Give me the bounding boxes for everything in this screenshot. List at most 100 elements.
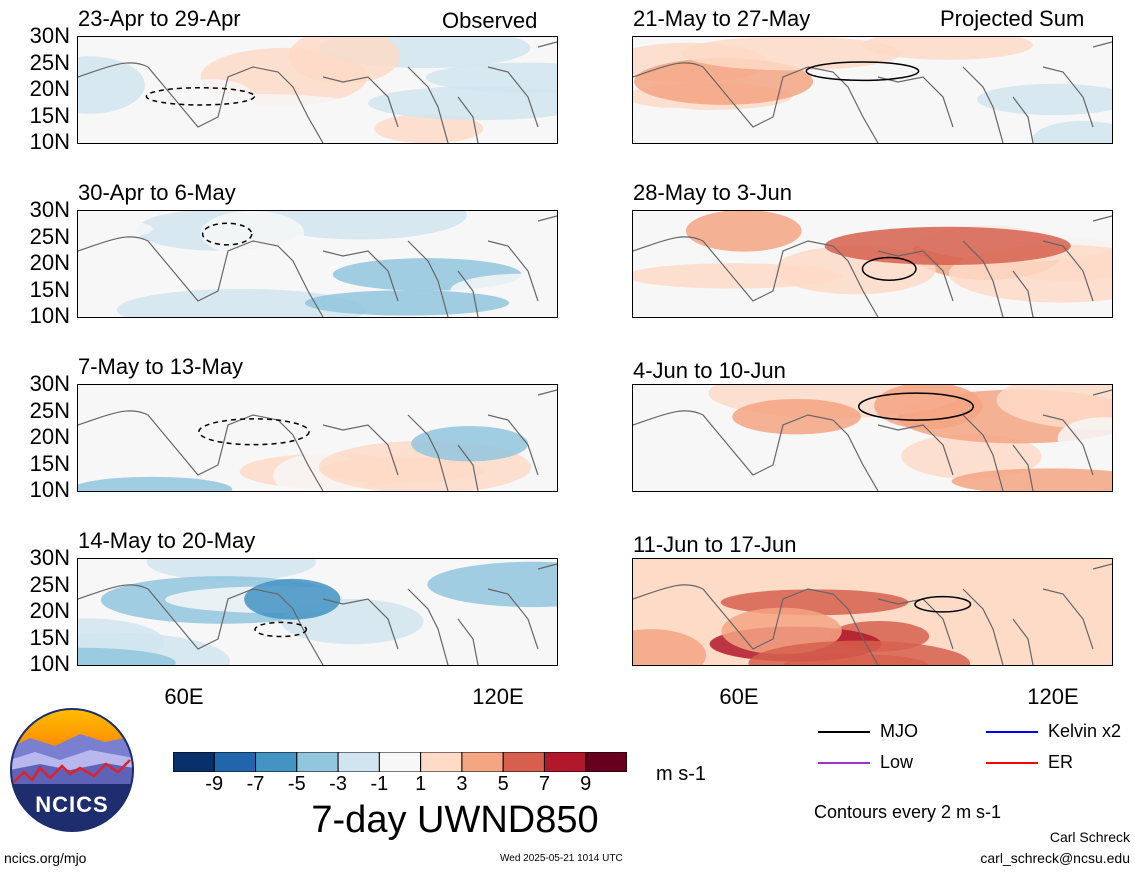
mjo-contour [254,621,308,638]
anomaly-patch [633,107,733,143]
author-name: Carl Schreck [1049,829,1130,845]
colorbar-tick-label: 9 [580,773,592,795]
lat-tick-label: 25N [29,49,70,75]
legend-label: ER [1048,752,1074,772]
colorbar-tick-label: -3 [329,773,347,795]
panel-title: 21-May to 27-May [633,6,811,31]
anomaly-patch [863,37,1033,60]
legend-swatch [986,731,1038,733]
legend-label: MJO [880,721,918,741]
colorbar-swatch [296,751,339,773]
anomaly-patch [78,647,176,665]
legend-label: Kelvin x2 [1048,721,1122,741]
mjo-contour [805,61,920,82]
contour-note: Contours every 2 m s-1 [814,802,1002,822]
anomaly-patch [633,629,707,665]
lat-tick-label: 20N [29,250,70,275]
panel-title: 14-May to 20-May [78,528,256,553]
legend-swatch [818,731,870,733]
colorbar-swatch [172,751,215,773]
projected-label: Projected Sum [940,6,1085,31]
mjo-contour [861,256,917,281]
lat-tick-label: 20N [29,76,70,101]
anomaly-patch [244,578,341,620]
lat-tick-label: 30N [29,545,70,570]
colorbar-tick-label: -7 [246,773,265,795]
map-panel [77,36,558,144]
anomaly-patch [920,559,1043,591]
mjo-contour [857,392,974,421]
mjo-contour [198,418,310,446]
lat-tick-label: 15N [29,624,70,650]
colorbar-swatch [543,751,587,773]
anomaly-patch [748,640,971,665]
anomaly-patch [721,607,842,655]
colorbar-tick-label: 5 [497,773,509,795]
colorbar-swatch [378,751,422,773]
anomaly-field [633,37,1112,143]
anomaly-patch [681,37,901,71]
colorbar-swatch [585,751,628,773]
map-panel [632,558,1113,666]
coastline [633,215,1112,317]
site-link[interactable]: ncics.org/mjo [4,850,87,866]
anomaly-field [78,37,557,143]
lon-tick-label: 120E [1027,684,1079,709]
units-label: m s-1 [656,763,706,785]
mjo-contour [914,595,972,613]
anomaly-patch [720,589,909,616]
coastline [78,389,557,491]
map-panel [632,384,1113,492]
anomaly-patch [951,468,1112,491]
mjo-contour [201,222,253,246]
colorbar-swatch [213,751,257,773]
panel-title: 7-May to 13-May [78,354,244,379]
coastline [78,215,557,317]
coastline [78,41,557,143]
lat-tick-label: 20N [29,598,70,623]
anomaly-field [78,211,557,317]
anomaly-patch [221,393,361,422]
lat-tick-label: 30N [29,23,70,48]
author-email: carl_schreck@ncsu.edu [980,850,1130,866]
colorbar-tick-label: -1 [370,773,389,795]
colorbar [172,751,628,773]
anomaly-patch [319,457,485,484]
anomaly-patch [176,266,315,289]
anomaly-patch [304,290,510,316]
lat-tick-label: 10N [29,129,70,154]
anomaly-patch [116,288,366,317]
colorbar-swatch [420,751,463,773]
panel-title: 23-Apr to 29-Apr [78,6,241,31]
colorbar-tick-label: 1 [415,773,427,795]
colorbar-swatch [461,751,504,773]
lat-tick-label: 30N [29,197,70,222]
anomaly-patch [996,385,1112,430]
anomaly-field [78,559,557,665]
colorbar-tick-label: -9 [205,773,224,795]
lat-tick-label: 25N [29,571,70,597]
anomaly-patch [427,561,557,608]
lat-tick-label: 15N [29,102,70,128]
anomaly-patch [425,62,557,93]
lat-tick-label: 10N [29,651,70,676]
anomaly-field [78,385,557,491]
anomaly-field [633,211,1112,317]
anomaly-patch [824,226,1071,265]
anomaly-patch [253,211,467,240]
lat-tick-label: 25N [29,397,70,423]
coastline [633,41,1112,143]
map-panel [77,384,558,492]
lat-tick-label: 25N [29,223,70,249]
anomaly-patch [374,113,484,143]
legend-swatch [986,762,1038,764]
map-panel [77,558,558,666]
anomaly-patch [78,217,153,241]
anomaly-patch [200,211,305,256]
anomaly-patch [169,79,254,115]
anomaly-field [633,385,1112,491]
anomaly-field [633,559,1112,665]
anomaly-patch [1031,120,1112,143]
lon-tick-label: 60E [164,684,204,709]
panel-title: 30-Apr to 6-May [78,180,236,205]
